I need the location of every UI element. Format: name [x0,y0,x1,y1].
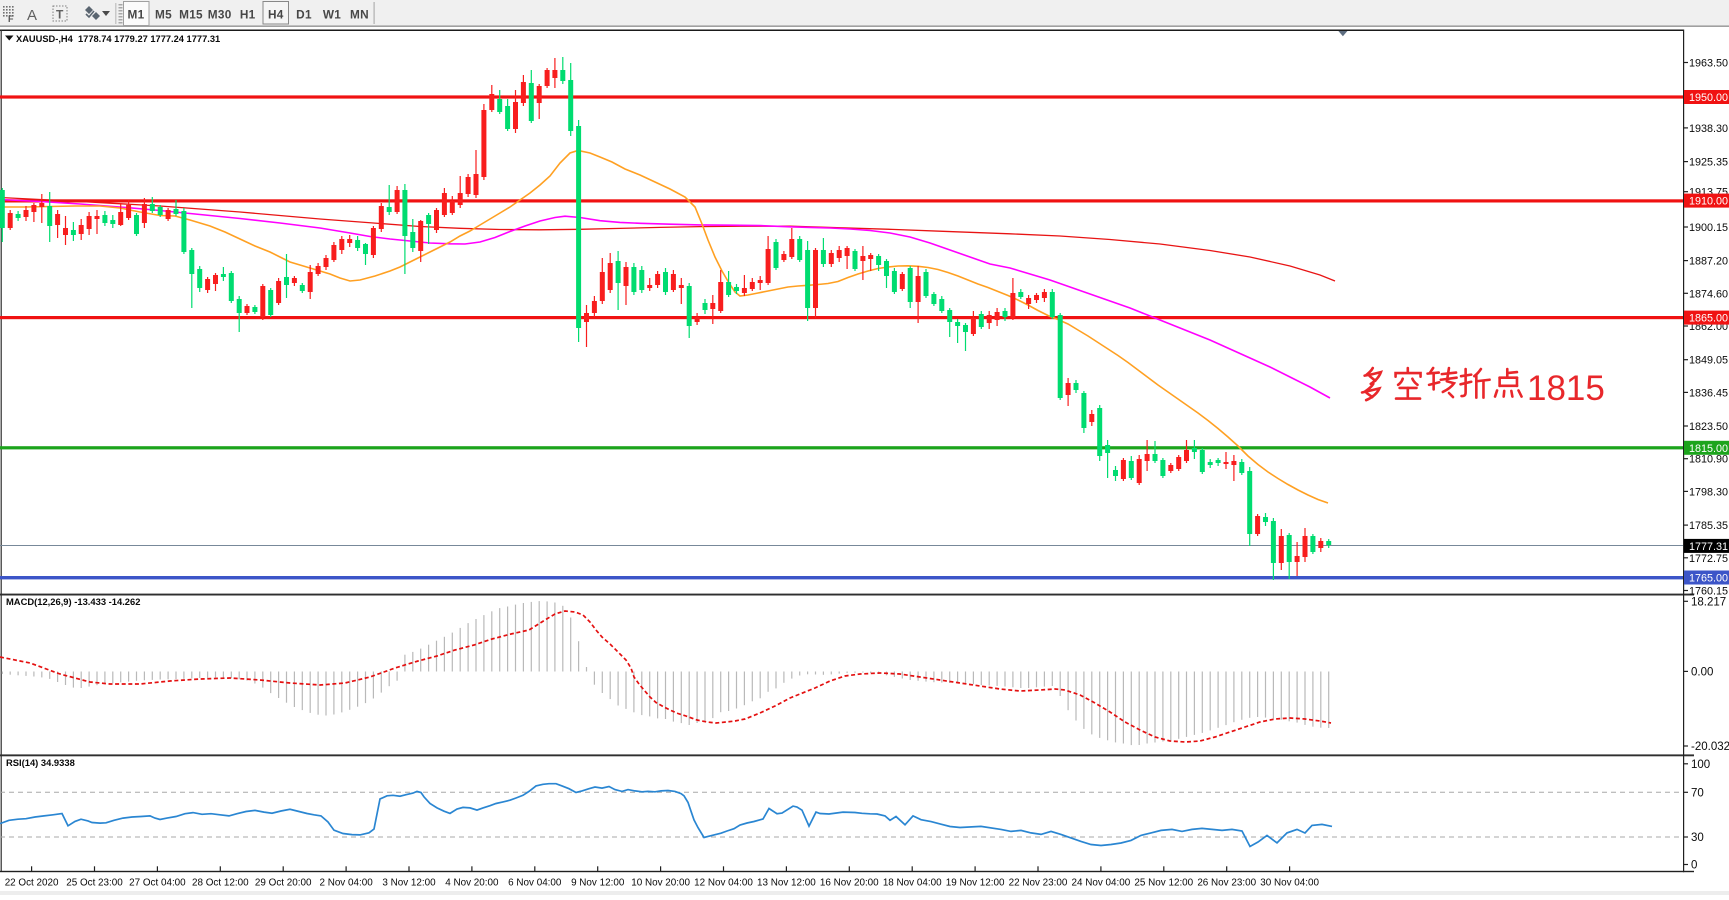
svg-text:1865.00: 1865.00 [1689,313,1728,325]
svg-text:F: F [8,14,14,24]
svg-text:1950.00: 1950.00 [1689,92,1728,104]
svg-text:M15: M15 [179,8,203,22]
svg-text:25 Oct 23:00: 25 Oct 23:00 [66,878,123,889]
svg-text:4 Nov 20:00: 4 Nov 20:00 [445,878,499,889]
svg-text:16 Nov 20:00: 16 Nov 20:00 [820,878,879,889]
svg-text:1798.30: 1798.30 [1689,486,1728,498]
svg-text:1925.35: 1925.35 [1689,157,1728,169]
svg-text:1836.45: 1836.45 [1689,387,1728,399]
svg-text:19 Nov 12:00: 19 Nov 12:00 [946,878,1005,889]
svg-text:1874.60: 1874.60 [1689,288,1728,300]
svg-text:0: 0 [1691,860,1697,872]
svg-text:1900.15: 1900.15 [1689,222,1728,234]
svg-text:-20.032: -20.032 [1691,741,1729,753]
svg-text:1810.90: 1810.90 [1689,454,1728,466]
svg-text:1887.20: 1887.20 [1689,256,1728,268]
svg-text:MN: MN [350,8,369,22]
svg-text:H1: H1 [240,8,256,22]
svg-text:1760.15: 1760.15 [1689,586,1728,598]
svg-text:0.00: 0.00 [1691,667,1713,679]
svg-text:6 Nov 04:00: 6 Nov 04:00 [508,878,562,889]
svg-text:MACD(12,26,9) -13.433 -14.262: MACD(12,26,9) -13.433 -14.262 [6,596,140,607]
svg-text:30: 30 [1691,832,1704,844]
svg-text:A: A [27,7,37,24]
svg-text:1777.31: 1777.31 [1689,541,1728,553]
svg-text:18 Nov 04:00: 18 Nov 04:00 [883,878,942,889]
svg-text:1963.50: 1963.50 [1689,58,1728,70]
svg-text:XAUUSD-,H4 1778.74 1779.27 17: XAUUSD-,H4 1778.74 1779.27 1777.24 1777.… [16,34,220,44]
svg-text:70: 70 [1691,788,1704,800]
svg-text:9 Nov 12:00: 9 Nov 12:00 [571,878,625,889]
svg-text:1765.00: 1765.00 [1689,573,1728,585]
svg-text:22 Oct 2020: 22 Oct 2020 [5,878,59,889]
svg-text:30 Nov 04:00: 30 Nov 04:00 [1260,878,1319,889]
svg-text:W1: W1 [323,8,341,22]
svg-text:18.217: 18.217 [1691,597,1726,609]
svg-text:24 Nov 04:00: 24 Nov 04:00 [1072,878,1131,889]
svg-text:1772.75: 1772.75 [1689,553,1728,565]
svg-text:1849.05: 1849.05 [1689,355,1728,367]
svg-text:D1: D1 [296,8,312,22]
svg-text:3 Nov 12:00: 3 Nov 12:00 [382,878,436,889]
svg-text:1815: 1815 [1527,369,1605,408]
svg-text:28 Oct 12:00: 28 Oct 12:00 [192,878,249,889]
svg-text:29 Oct 20:00: 29 Oct 20:00 [255,878,312,889]
svg-text:1938.30: 1938.30 [1689,123,1728,135]
svg-text:1815.00: 1815.00 [1689,443,1728,455]
svg-text:26 Nov 23:00: 26 Nov 23:00 [1197,878,1256,889]
svg-text:12 Nov 04:00: 12 Nov 04:00 [694,878,753,889]
svg-text:M1: M1 [128,8,145,22]
svg-text:1823.50: 1823.50 [1689,421,1728,433]
svg-text:T: T [56,8,64,22]
svg-text:27 Oct 04:00: 27 Oct 04:00 [129,878,186,889]
svg-text:1785.35: 1785.35 [1689,520,1728,532]
svg-text:13 Nov 12:00: 13 Nov 12:00 [757,878,816,889]
svg-text:25 Nov 12:00: 25 Nov 12:00 [1134,878,1193,889]
svg-text:H4: H4 [268,8,284,22]
svg-text:2 Nov 04:00: 2 Nov 04:00 [319,878,373,889]
svg-text:RSI(14) 34.9338: RSI(14) 34.9338 [6,757,75,768]
svg-text:22 Nov 23:00: 22 Nov 23:00 [1009,878,1068,889]
svg-text:M30: M30 [208,8,232,22]
svg-text:1910.00: 1910.00 [1689,196,1728,208]
svg-text:10 Nov 20:00: 10 Nov 20:00 [631,878,690,889]
svg-text:100: 100 [1691,759,1710,771]
svg-text:M5: M5 [155,8,172,22]
